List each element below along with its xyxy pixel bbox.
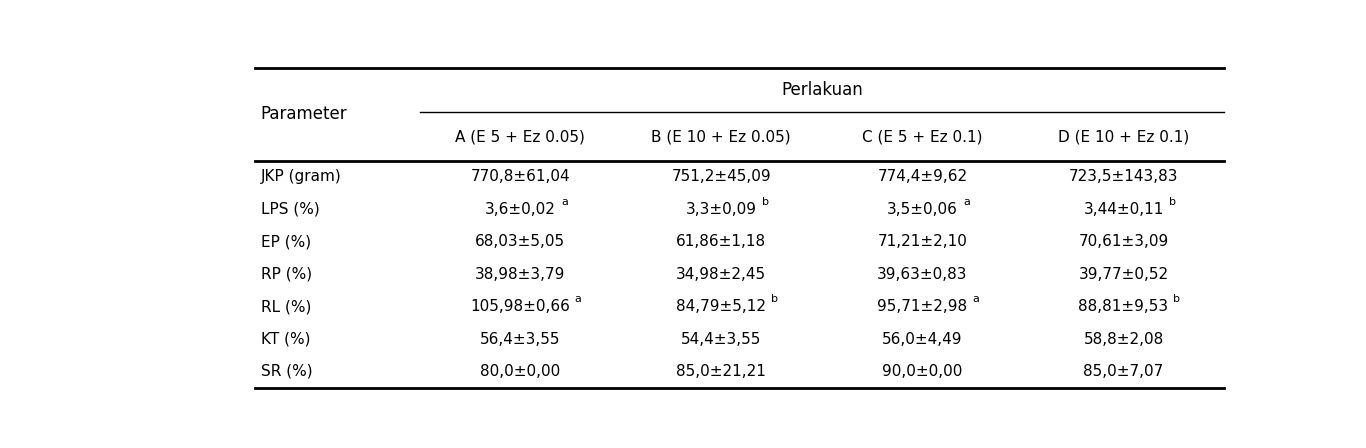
Text: Parameter: Parameter: [261, 105, 347, 123]
Text: 3,5±0,06: 3,5±0,06: [887, 202, 958, 217]
Text: 34,98±2,45: 34,98±2,45: [676, 267, 766, 282]
Text: a: a: [561, 197, 568, 207]
Text: 95,71±2,98: 95,71±2,98: [877, 299, 967, 314]
Text: D (E 10 + Ez 0.1): D (E 10 + Ez 0.1): [1057, 129, 1190, 144]
Text: EP (%): EP (%): [261, 234, 311, 249]
Text: 84,79±5,12: 84,79±5,12: [676, 299, 766, 314]
Text: LPS (%): LPS (%): [261, 202, 320, 217]
Text: 770,8±61,04: 770,8±61,04: [470, 169, 570, 185]
Text: 71,21±2,10: 71,21±2,10: [877, 234, 967, 249]
Text: C (E 5 + Ez 0.1): C (E 5 + Ez 0.1): [862, 129, 982, 144]
Text: A (E 5 + Ez 0.05): A (E 5 + Ez 0.05): [455, 129, 585, 144]
Text: 38,98±3,79: 38,98±3,79: [475, 267, 566, 282]
Text: 723,5±143,83: 723,5±143,83: [1068, 169, 1179, 185]
Text: a: a: [574, 294, 581, 304]
Text: 85,0±7,07: 85,0±7,07: [1083, 364, 1164, 379]
Text: SR (%): SR (%): [261, 364, 313, 379]
Text: b: b: [762, 197, 769, 207]
Text: RP (%): RP (%): [261, 267, 311, 282]
Text: 774,4±9,62: 774,4±9,62: [877, 169, 967, 185]
Text: 70,61±3,09: 70,61±3,09: [1078, 234, 1169, 249]
Text: a: a: [973, 294, 979, 304]
Text: 105,98±0,66: 105,98±0,66: [470, 299, 570, 314]
Text: 90,0±0,00: 90,0±0,00: [882, 364, 963, 379]
Text: 88,81±9,53: 88,81±9,53: [1079, 299, 1168, 314]
Text: 56,0±4,49: 56,0±4,49: [882, 332, 963, 347]
Text: 751,2±45,09: 751,2±45,09: [672, 169, 770, 185]
Text: Perlakuan: Perlakuan: [781, 81, 863, 99]
Text: 56,4±3,55: 56,4±3,55: [479, 332, 560, 347]
Text: 61,86±1,18: 61,86±1,18: [676, 234, 766, 249]
Text: 54,4±3,55: 54,4±3,55: [682, 332, 761, 347]
Text: 58,8±2,08: 58,8±2,08: [1083, 332, 1164, 347]
Text: 85,0±21,21: 85,0±21,21: [676, 364, 766, 379]
Text: b: b: [1169, 197, 1176, 207]
Text: 39,63±0,83: 39,63±0,83: [877, 267, 967, 282]
Text: 68,03±5,05: 68,03±5,05: [475, 234, 566, 249]
Text: 3,44±0,11: 3,44±0,11: [1083, 202, 1164, 217]
Text: KT (%): KT (%): [261, 332, 310, 347]
Text: RL (%): RL (%): [261, 299, 311, 314]
Text: B (E 10 + Ez 0.05): B (E 10 + Ez 0.05): [652, 129, 791, 144]
Text: 3,3±0,09: 3,3±0,09: [686, 202, 757, 217]
Text: 3,6±0,02: 3,6±0,02: [485, 202, 556, 217]
Text: JKP (gram): JKP (gram): [261, 169, 342, 185]
Text: 80,0±0,00: 80,0±0,00: [479, 364, 560, 379]
Text: a: a: [963, 197, 970, 207]
Text: b: b: [1173, 294, 1180, 304]
Text: 39,77±0,52: 39,77±0,52: [1079, 267, 1168, 282]
Text: b: b: [770, 294, 779, 304]
